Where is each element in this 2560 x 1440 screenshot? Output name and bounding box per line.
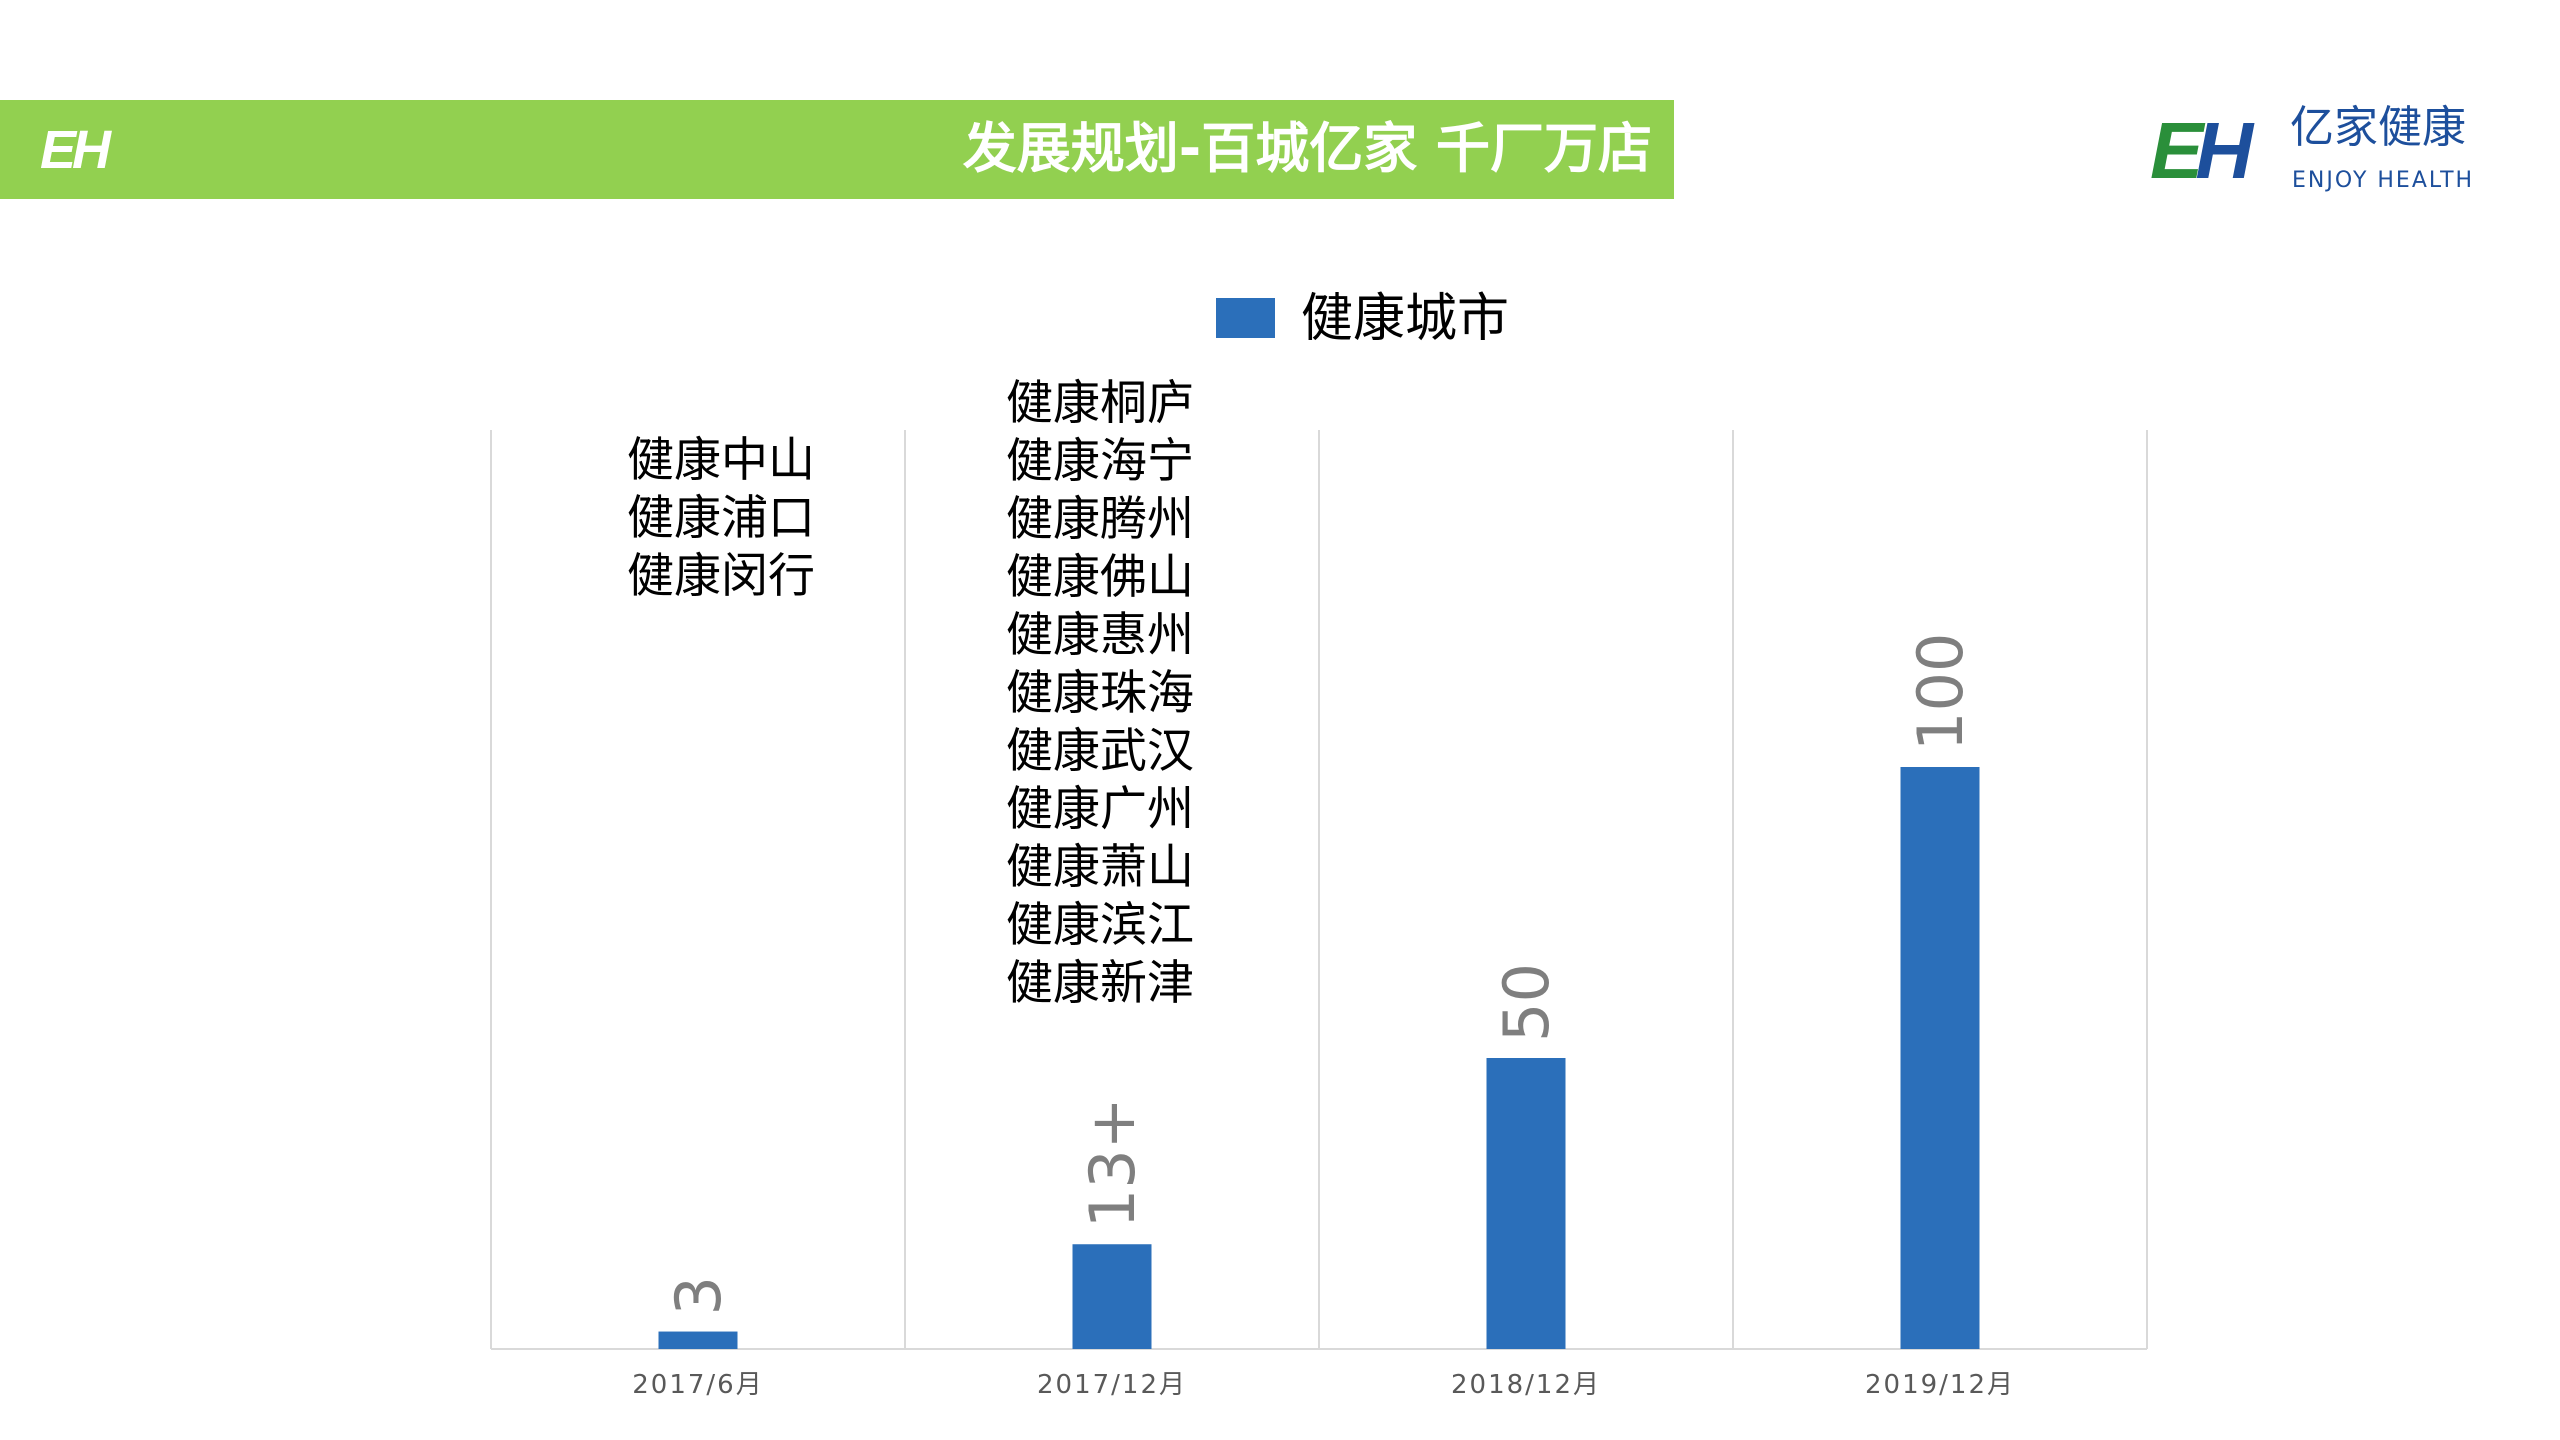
city-name: 健康桐庐 (1006, 376, 1194, 431)
city-annotation: 健康桐庐 健康海宁 健康腾州 健康佛山 健康惠州 健康珠海 健康武汉 健康广州 健康萧山 健康滨江… (1006, 375, 1194, 1013)
data-label: 13+ (1076, 1097, 1149, 1228)
x-tick-label: 2017/6月 (632, 1370, 763, 1400)
bar (658, 1331, 738, 1349)
city-name: 健康浦口 (627, 491, 815, 546)
brand-name-en: ENJOY HEALTH (2292, 168, 2475, 193)
city-name: 健康闵行 (627, 549, 815, 604)
x-tick-label: 2017/12月 (1037, 1370, 1187, 1400)
header-bar: EH 发展规划-百城亿家 千厂万店 (0, 100, 1674, 199)
city-name: 健康新津 (1006, 956, 1194, 1011)
data-label: 3 (662, 1276, 735, 1315)
city-name: 健康佛山 (1006, 550, 1194, 605)
x-tick-label: 2018/12月 (1451, 1370, 1601, 1400)
city-name: 健康惠州 (1006, 608, 1194, 663)
city-name: 健康萧山 (1006, 840, 1194, 895)
city-name: 健康海宁 (1006, 434, 1194, 489)
legend-swatch (1216, 298, 1275, 338)
city-name: 健康腾州 (1006, 492, 1194, 547)
page-title: 发展规划-百城亿家 千厂万店 (962, 117, 1652, 180)
bar (1072, 1244, 1152, 1349)
city-name: 健康珠海 (1006, 666, 1194, 721)
bar (1900, 767, 1980, 1349)
bar (1486, 1058, 1566, 1349)
data-label: 100 (1904, 633, 1977, 751)
legend-label: 健康城市 (1301, 289, 1510, 349)
brand-logo: EH 亿家健康 ENJOY HEALTH (2150, 104, 2540, 200)
city-annotation: 健康中山 健康浦口 健康闵行 (627, 432, 815, 606)
city-name: 健康广州 (1006, 782, 1194, 837)
brand-mark: EH (2150, 106, 2253, 195)
brand-name-cn: 亿家健康 (2290, 102, 2466, 153)
city-name: 健康中山 (627, 433, 815, 488)
city-name: 健康武汉 (1006, 724, 1194, 779)
city-name: 健康滨江 (1006, 898, 1194, 953)
x-tick-label: 2019/12月 (1865, 1370, 2015, 1400)
header-logo: EH (40, 120, 111, 180)
data-label: 50 (1490, 963, 1563, 1042)
